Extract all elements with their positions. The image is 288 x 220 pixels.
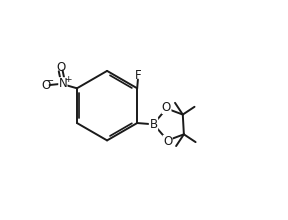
Text: O: O bbox=[56, 61, 65, 74]
Text: O: O bbox=[162, 101, 171, 114]
Text: F: F bbox=[135, 69, 142, 82]
Text: O: O bbox=[41, 79, 50, 92]
Text: −: − bbox=[46, 76, 54, 86]
Text: N: N bbox=[58, 77, 67, 90]
Text: B: B bbox=[149, 118, 158, 131]
Text: +: + bbox=[64, 75, 72, 84]
Text: O: O bbox=[163, 135, 172, 148]
